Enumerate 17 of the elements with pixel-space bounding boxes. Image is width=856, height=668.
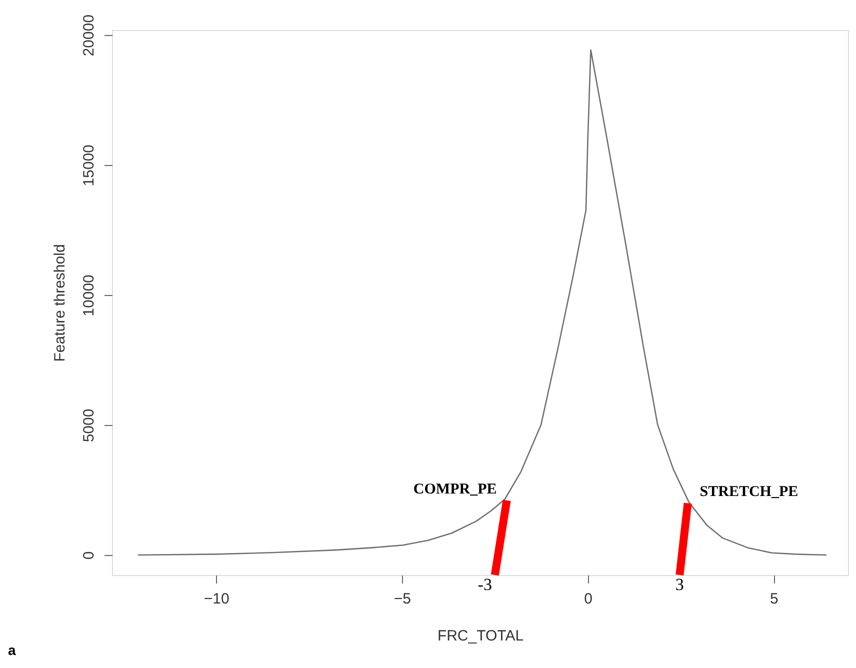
x-tick-label: −10 xyxy=(204,590,230,608)
y-axis-title: Feature threshold xyxy=(52,244,68,362)
text: a xyxy=(8,642,16,658)
annotation: 3 xyxy=(675,575,684,594)
y-tick-label: 15000 xyxy=(80,144,98,186)
y-tick-label: 10000 xyxy=(80,274,98,316)
y-tick-label: 20000 xyxy=(80,14,98,56)
x-axis-title: FRC_TOTAL xyxy=(437,628,524,644)
x-tick-label: −5 xyxy=(394,590,411,608)
annotation: STRETCH_PE xyxy=(700,484,798,500)
annotation: COMPR_PE xyxy=(413,481,497,498)
x-tick-label: 0 xyxy=(584,590,592,608)
x-tick-label: 5 xyxy=(770,590,778,608)
y-tick-label: 0 xyxy=(80,551,98,560)
annotation: -3 xyxy=(478,575,492,594)
line-series xyxy=(137,49,828,556)
y-tick-label: 5000 xyxy=(80,408,98,442)
